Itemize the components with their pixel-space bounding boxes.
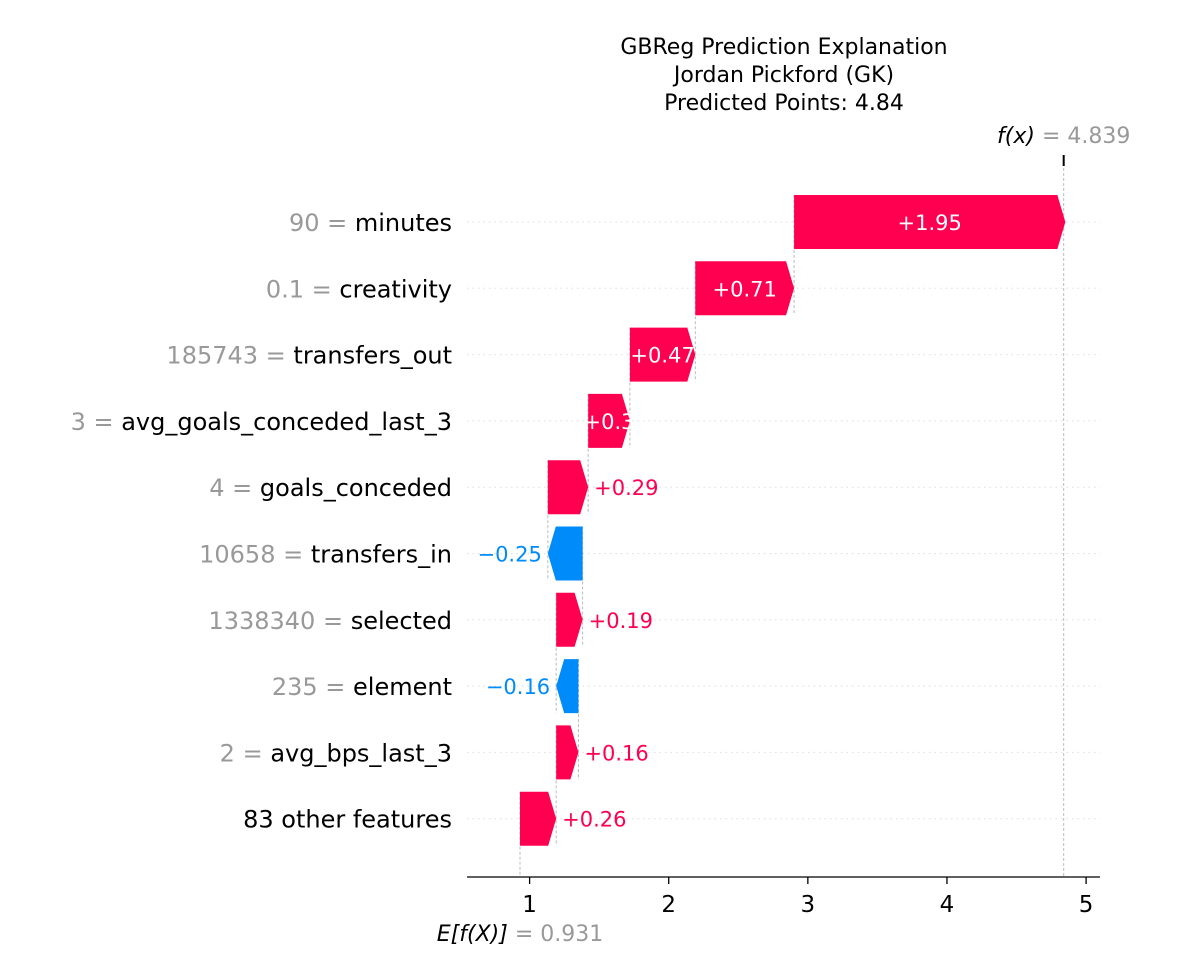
feature-name: minutes xyxy=(355,209,452,237)
bar-goals-conceded xyxy=(547,460,589,515)
bar-value-label: +1.95 xyxy=(898,211,962,235)
bars xyxy=(520,195,1066,846)
feature-value: 1338340 = xyxy=(208,607,350,635)
connector-lines xyxy=(519,155,1065,877)
x-tick-label: 1 xyxy=(522,892,537,918)
title-line-3: Predicted Points: 4.84 xyxy=(664,91,904,116)
feature-label: 83 other features xyxy=(243,806,452,834)
x-tick-label: 5 xyxy=(1079,892,1094,918)
bar-value-label: +0.47 xyxy=(630,344,694,368)
feature-name: avg_goals_conceded_last_3 xyxy=(121,408,452,436)
feature-value: 0.1 = xyxy=(266,275,340,303)
feature-name: goals_conceded xyxy=(260,474,452,502)
chart-title: GBReg Prediction Explanation Jordan Pick… xyxy=(620,35,947,116)
feature-name: selected xyxy=(351,607,452,635)
title-line-1: GBReg Prediction Explanation xyxy=(620,35,947,60)
bar-selected xyxy=(556,592,583,647)
feature-label: 10658 = transfers_in xyxy=(199,541,452,569)
x-tick-label: 3 xyxy=(801,892,816,918)
bar-value-label: +0.3 xyxy=(584,410,635,434)
feature-value: 235 = xyxy=(272,673,353,701)
feature-name: transfers_out xyxy=(293,342,452,370)
feature-label: 0.1 = creativity xyxy=(266,275,452,303)
feature-value: 185743 = xyxy=(166,342,293,370)
x-tick-label: 2 xyxy=(661,892,676,918)
bar-transfers-out xyxy=(629,327,696,382)
feature-name: avg_bps_last_3 xyxy=(270,739,452,767)
feature-name: 83 other features xyxy=(243,806,452,834)
bar-creativity xyxy=(695,261,795,316)
bar-83-other-features xyxy=(520,791,557,846)
bar-labels: +1.95 +0.71 +0.47 +0.3 +0.29 −0.25 +0.19 −0.16 +… xyxy=(477,211,961,832)
bar-value-label: −0.25 xyxy=(477,543,541,567)
bar-value-label: +0.29 xyxy=(594,476,658,500)
bar-element xyxy=(556,659,579,714)
feature-value: 4 = xyxy=(209,474,260,502)
bar-value-label: +0.71 xyxy=(713,277,777,301)
final-value-number: = 4.839 xyxy=(1035,124,1130,149)
feature-label: 235 = element xyxy=(272,673,452,701)
bar-avg-goals-conceded-last-3 xyxy=(588,393,630,448)
final-value-annotation: f(x) = 4.839 xyxy=(997,124,1130,149)
bar-value-label: −0.16 xyxy=(486,675,550,699)
feature-name: creativity xyxy=(339,275,452,303)
x-tick-label: 4 xyxy=(940,892,955,918)
feature-label: 1338340 = selected xyxy=(208,607,452,635)
feature-value: 10658 = xyxy=(199,541,311,569)
feature-value: 3 = xyxy=(71,408,122,436)
base-value-label: E[f(X)] xyxy=(437,922,508,947)
feature-value: 90 = xyxy=(289,209,355,237)
final-value-label: f(x) xyxy=(997,124,1035,149)
feature-name: transfers_in xyxy=(311,541,452,569)
bar-minutes xyxy=(794,195,1066,249)
bar-value-label: +0.26 xyxy=(562,808,626,832)
feature-labels: 90 = minutes 0.1 = creativity 185743 = tra… xyxy=(71,209,452,834)
base-value-number: = 0.931 xyxy=(508,922,603,947)
feature-label: 2 = avg_bps_last_3 xyxy=(220,739,452,767)
bar-value-label: +0.19 xyxy=(589,609,653,633)
bar-value-label: +0.16 xyxy=(584,741,648,765)
bar-transfers-in xyxy=(547,526,583,581)
feature-label: 90 = minutes xyxy=(289,209,452,237)
title-line-2: Jordan Pickford (GK) xyxy=(672,63,894,88)
feature-value: 2 = xyxy=(220,739,271,767)
feature-label: 3 = avg_goals_conceded_last_3 xyxy=(71,408,452,436)
feature-label: 4 = goals_conceded xyxy=(209,474,452,502)
feature-label: 185743 = transfers_out xyxy=(166,342,452,370)
value-annotations: f(x) = 4.839 E[f(X)] = 0.931 xyxy=(437,124,1131,947)
feature-name: element xyxy=(353,673,452,701)
base-value-annotation: E[f(X)] = 0.931 xyxy=(437,922,603,947)
x-axis: 1 2 3 4 5 xyxy=(467,876,1100,918)
bar-avg-bps-last-3 xyxy=(556,725,579,780)
